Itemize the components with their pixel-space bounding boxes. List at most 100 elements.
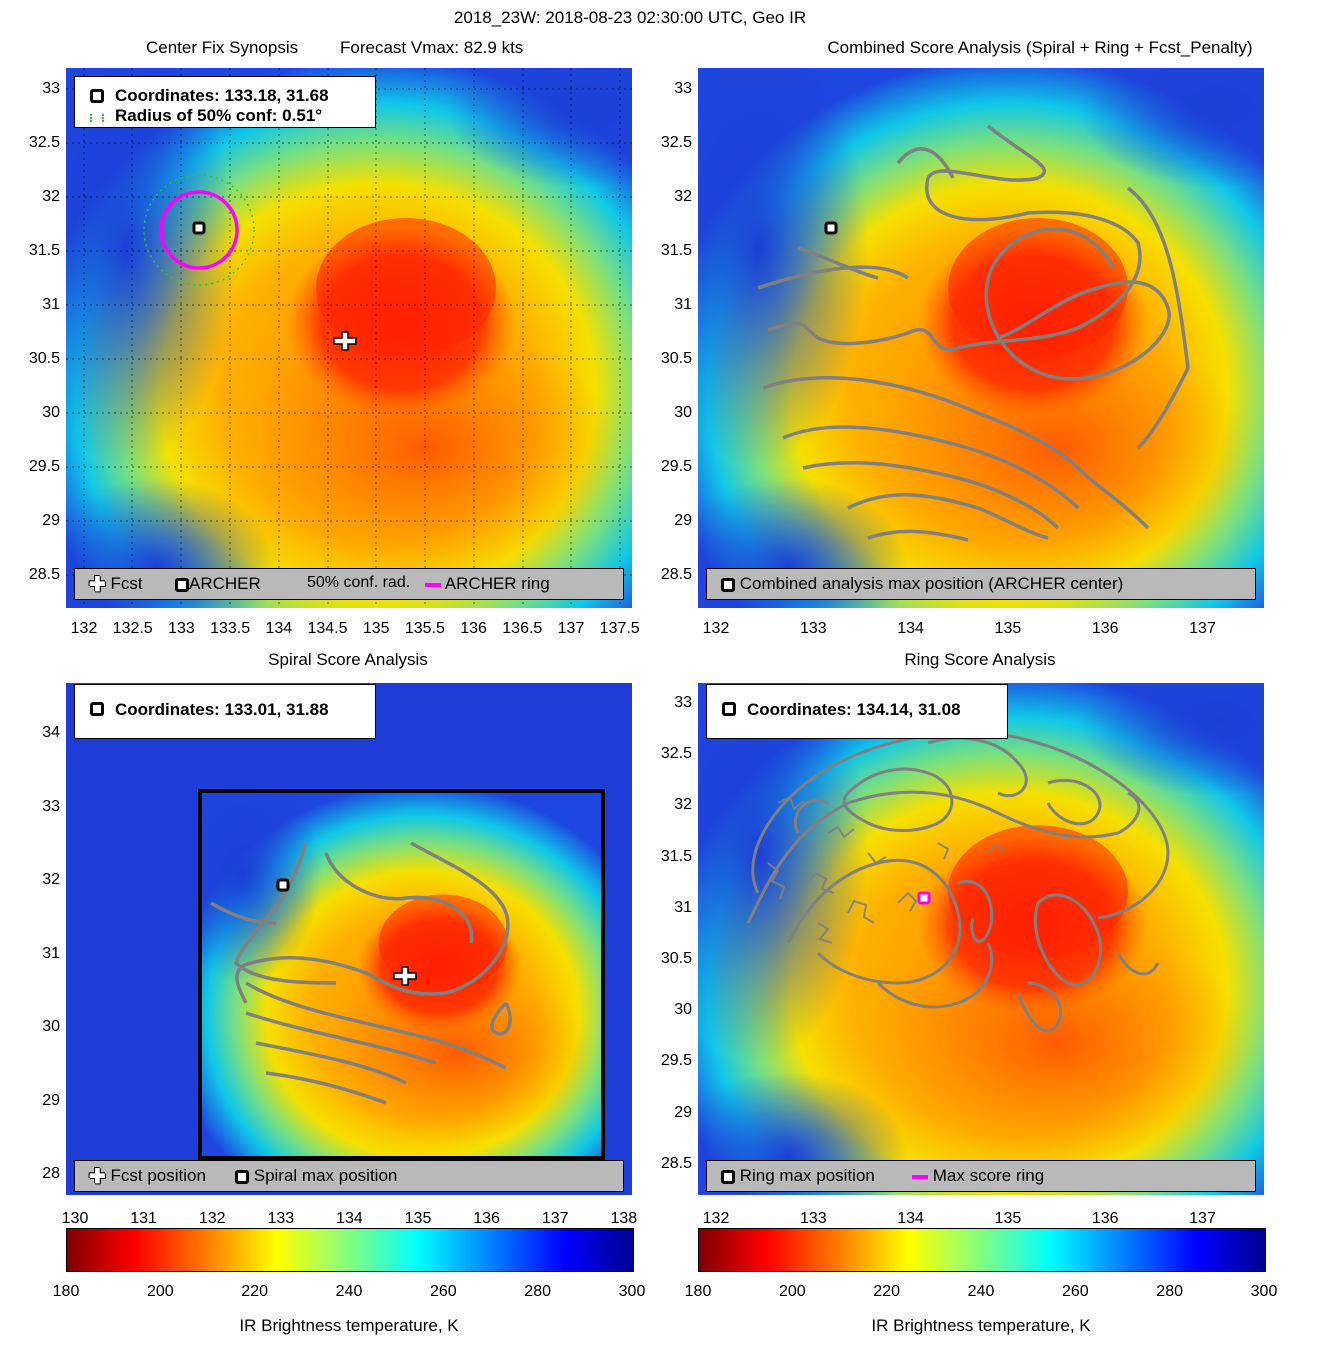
colorbar-tick-label: 260 xyxy=(429,1283,457,1300)
square-icon xyxy=(722,701,736,716)
colorbar-right-label: IR Brightness temperature, K xyxy=(871,1316,1091,1335)
x-tick-label: 135 xyxy=(994,1210,1022,1227)
archer-legend-icon xyxy=(90,88,104,103)
y-tick-label: 28 xyxy=(42,1165,60,1182)
x-tick-label: 134 xyxy=(336,1210,363,1227)
y-tick-label: 32 xyxy=(674,188,692,205)
combined-ir-image xyxy=(698,68,1264,608)
archer-ring xyxy=(159,190,239,270)
spiral-search-box xyxy=(198,789,605,1160)
x-tick-label: 132 xyxy=(70,620,98,637)
legend-spiral-fcst: Fcst position xyxy=(110,1166,206,1185)
spiral-infobox: Coordinates: 133.01, 31.88 xyxy=(74,684,376,739)
x-tick-label: 137 xyxy=(541,1210,569,1227)
synopsis-conf-radius: Radius of 50% conf: 0.51° xyxy=(115,106,323,125)
y-tick-label: 29 xyxy=(674,512,692,529)
x-tick-label: 135 xyxy=(362,620,390,637)
colorbar-left xyxy=(66,1228,634,1272)
colorbar-tick-label: 300 xyxy=(618,1283,646,1300)
square-icon xyxy=(90,701,104,716)
legend-spiral-max: Spiral max position xyxy=(253,1166,398,1185)
y-tick-label: 30 xyxy=(674,1001,692,1019)
y-tick-label: 33 xyxy=(42,797,60,815)
y-tick-label: 32.5 xyxy=(28,134,60,151)
spiral-plot[interactable]: Coordinates: 133.01, 31.88 ✚ Fcst positi… xyxy=(66,683,632,1195)
y-tick-label: 31 xyxy=(674,898,692,916)
y-tick-label: 29.5 xyxy=(660,458,692,475)
x-tick-label: 132.5 xyxy=(112,620,153,637)
spiral-map xyxy=(66,683,632,1195)
y-tick-label: 30.5 xyxy=(660,350,692,367)
x-tick-label: 137 xyxy=(1189,620,1216,637)
spiral-contours xyxy=(210,841,512,1105)
y-tick-label: 29.5 xyxy=(660,1052,692,1070)
ring-infobox: Coordinates: 134.14, 31.08 xyxy=(706,684,1008,739)
x-tick-label: 133 xyxy=(799,620,827,637)
x-tick-label: 135 xyxy=(404,1210,432,1227)
colorbar-tick-label: 180 xyxy=(52,1283,80,1300)
y-tick-label: 28.5 xyxy=(660,1154,692,1172)
square-icon xyxy=(235,1169,249,1184)
colorbar-tick-label: 240 xyxy=(967,1283,995,1300)
y-tick-label: 28.5 xyxy=(660,566,692,583)
legend-ring-max: Ring max position xyxy=(739,1166,875,1185)
y-tick-label: 32 xyxy=(42,871,60,888)
synopsis-grid xyxy=(66,68,632,608)
y-tick-label: 30 xyxy=(674,404,692,421)
ring-legend: Ring max position Max score ring xyxy=(706,1160,1256,1192)
combined-map xyxy=(698,68,1264,608)
y-tick-label: 30 xyxy=(42,1018,60,1035)
combined-title: Combined Score Analysis (Spiral + Ring +… xyxy=(827,38,1253,57)
x-tick-label: 136 xyxy=(1091,1210,1119,1227)
x-tick-label: 135.5 xyxy=(404,620,445,637)
combined-plot[interactable]: Combined analysis max position (ARCHER c… xyxy=(698,68,1264,608)
y-tick-label: 32.5 xyxy=(660,745,692,763)
ring-line-icon xyxy=(425,582,441,587)
ring-line-icon xyxy=(912,1174,928,1179)
synopsis-coordinates: Coordinates: 133.18, 31.68 xyxy=(115,86,329,105)
plus-icon: ✚ xyxy=(89,1165,106,1188)
y-tick-label: 31 xyxy=(42,296,60,313)
y-tick-label: 29.5 xyxy=(28,458,60,475)
archer-marker xyxy=(192,221,206,235)
y-tick-label: 28.5 xyxy=(28,566,60,583)
x-tick-label: 134 xyxy=(897,1210,924,1227)
fcst-marker xyxy=(333,331,357,351)
synopsis-infobox: Coordinates: 133.18, 31.68 Radius of 50%… xyxy=(74,76,376,128)
x-tick-label: 132 xyxy=(198,1210,226,1227)
x-tick-label: 130 xyxy=(61,1210,89,1227)
x-tick-label: 132 xyxy=(702,620,730,637)
x-tick-label: 131 xyxy=(130,1210,157,1227)
synopsis-legend: ✚ Fcst ARCHER 50% conf. rad. ARCHER ring xyxy=(74,568,624,600)
ring-ir-image xyxy=(698,683,1264,1195)
synopsis-plot[interactable]: Coordinates: 133.18, 31.68 Radius of 50%… xyxy=(66,68,632,608)
y-tick-label: 31.5 xyxy=(660,847,692,865)
colorbar-right xyxy=(698,1228,1266,1272)
x-tick-label: 136 xyxy=(460,620,487,637)
x-tick-label: 137.5 xyxy=(599,620,640,637)
y-tick-label: 30.5 xyxy=(28,350,60,367)
combined-max-marker xyxy=(824,221,838,235)
ring-contours xyxy=(746,731,1170,1033)
main-title: 2018_23W: 2018-08-23 02:30:00 UTC, Geo I… xyxy=(453,8,807,27)
spiral-max-marker xyxy=(276,878,290,892)
colorbar-tick-label: 280 xyxy=(524,1283,552,1300)
spiral-legend: ✚ Fcst position Spiral max position xyxy=(74,1160,624,1192)
colorbar-tick-label: 220 xyxy=(873,1283,901,1300)
x-tick-label: 133 xyxy=(168,620,195,637)
ring-coordinates: Coordinates: 134.14, 31.08 xyxy=(747,700,961,719)
colorbar-tick-label: 220 xyxy=(241,1283,269,1300)
synopsis-vmax: Forecast Vmax: 82.9 kts xyxy=(340,38,524,57)
colorbar-tick-label: 280 xyxy=(1156,1283,1184,1300)
y-tick-label: 30.5 xyxy=(660,950,692,967)
conf-radius-legend-icon xyxy=(90,113,104,122)
spiral-fcst-marker xyxy=(393,966,417,986)
y-tick-label: 29 xyxy=(674,1103,692,1121)
spiral-coordinates: Coordinates: 133.01, 31.88 xyxy=(115,700,329,719)
x-tick-label: 133 xyxy=(267,1210,295,1227)
combined-legend: Combined analysis max position (ARCHER c… xyxy=(706,568,1256,600)
synopsis-title: Center Fix Synopsis xyxy=(146,38,299,57)
ring-plot[interactable]: Coordinates: 134.14, 31.08 Ring max posi… xyxy=(698,683,1264,1195)
y-tick-label: 31.5 xyxy=(28,242,60,259)
synopsis-map xyxy=(66,68,632,608)
